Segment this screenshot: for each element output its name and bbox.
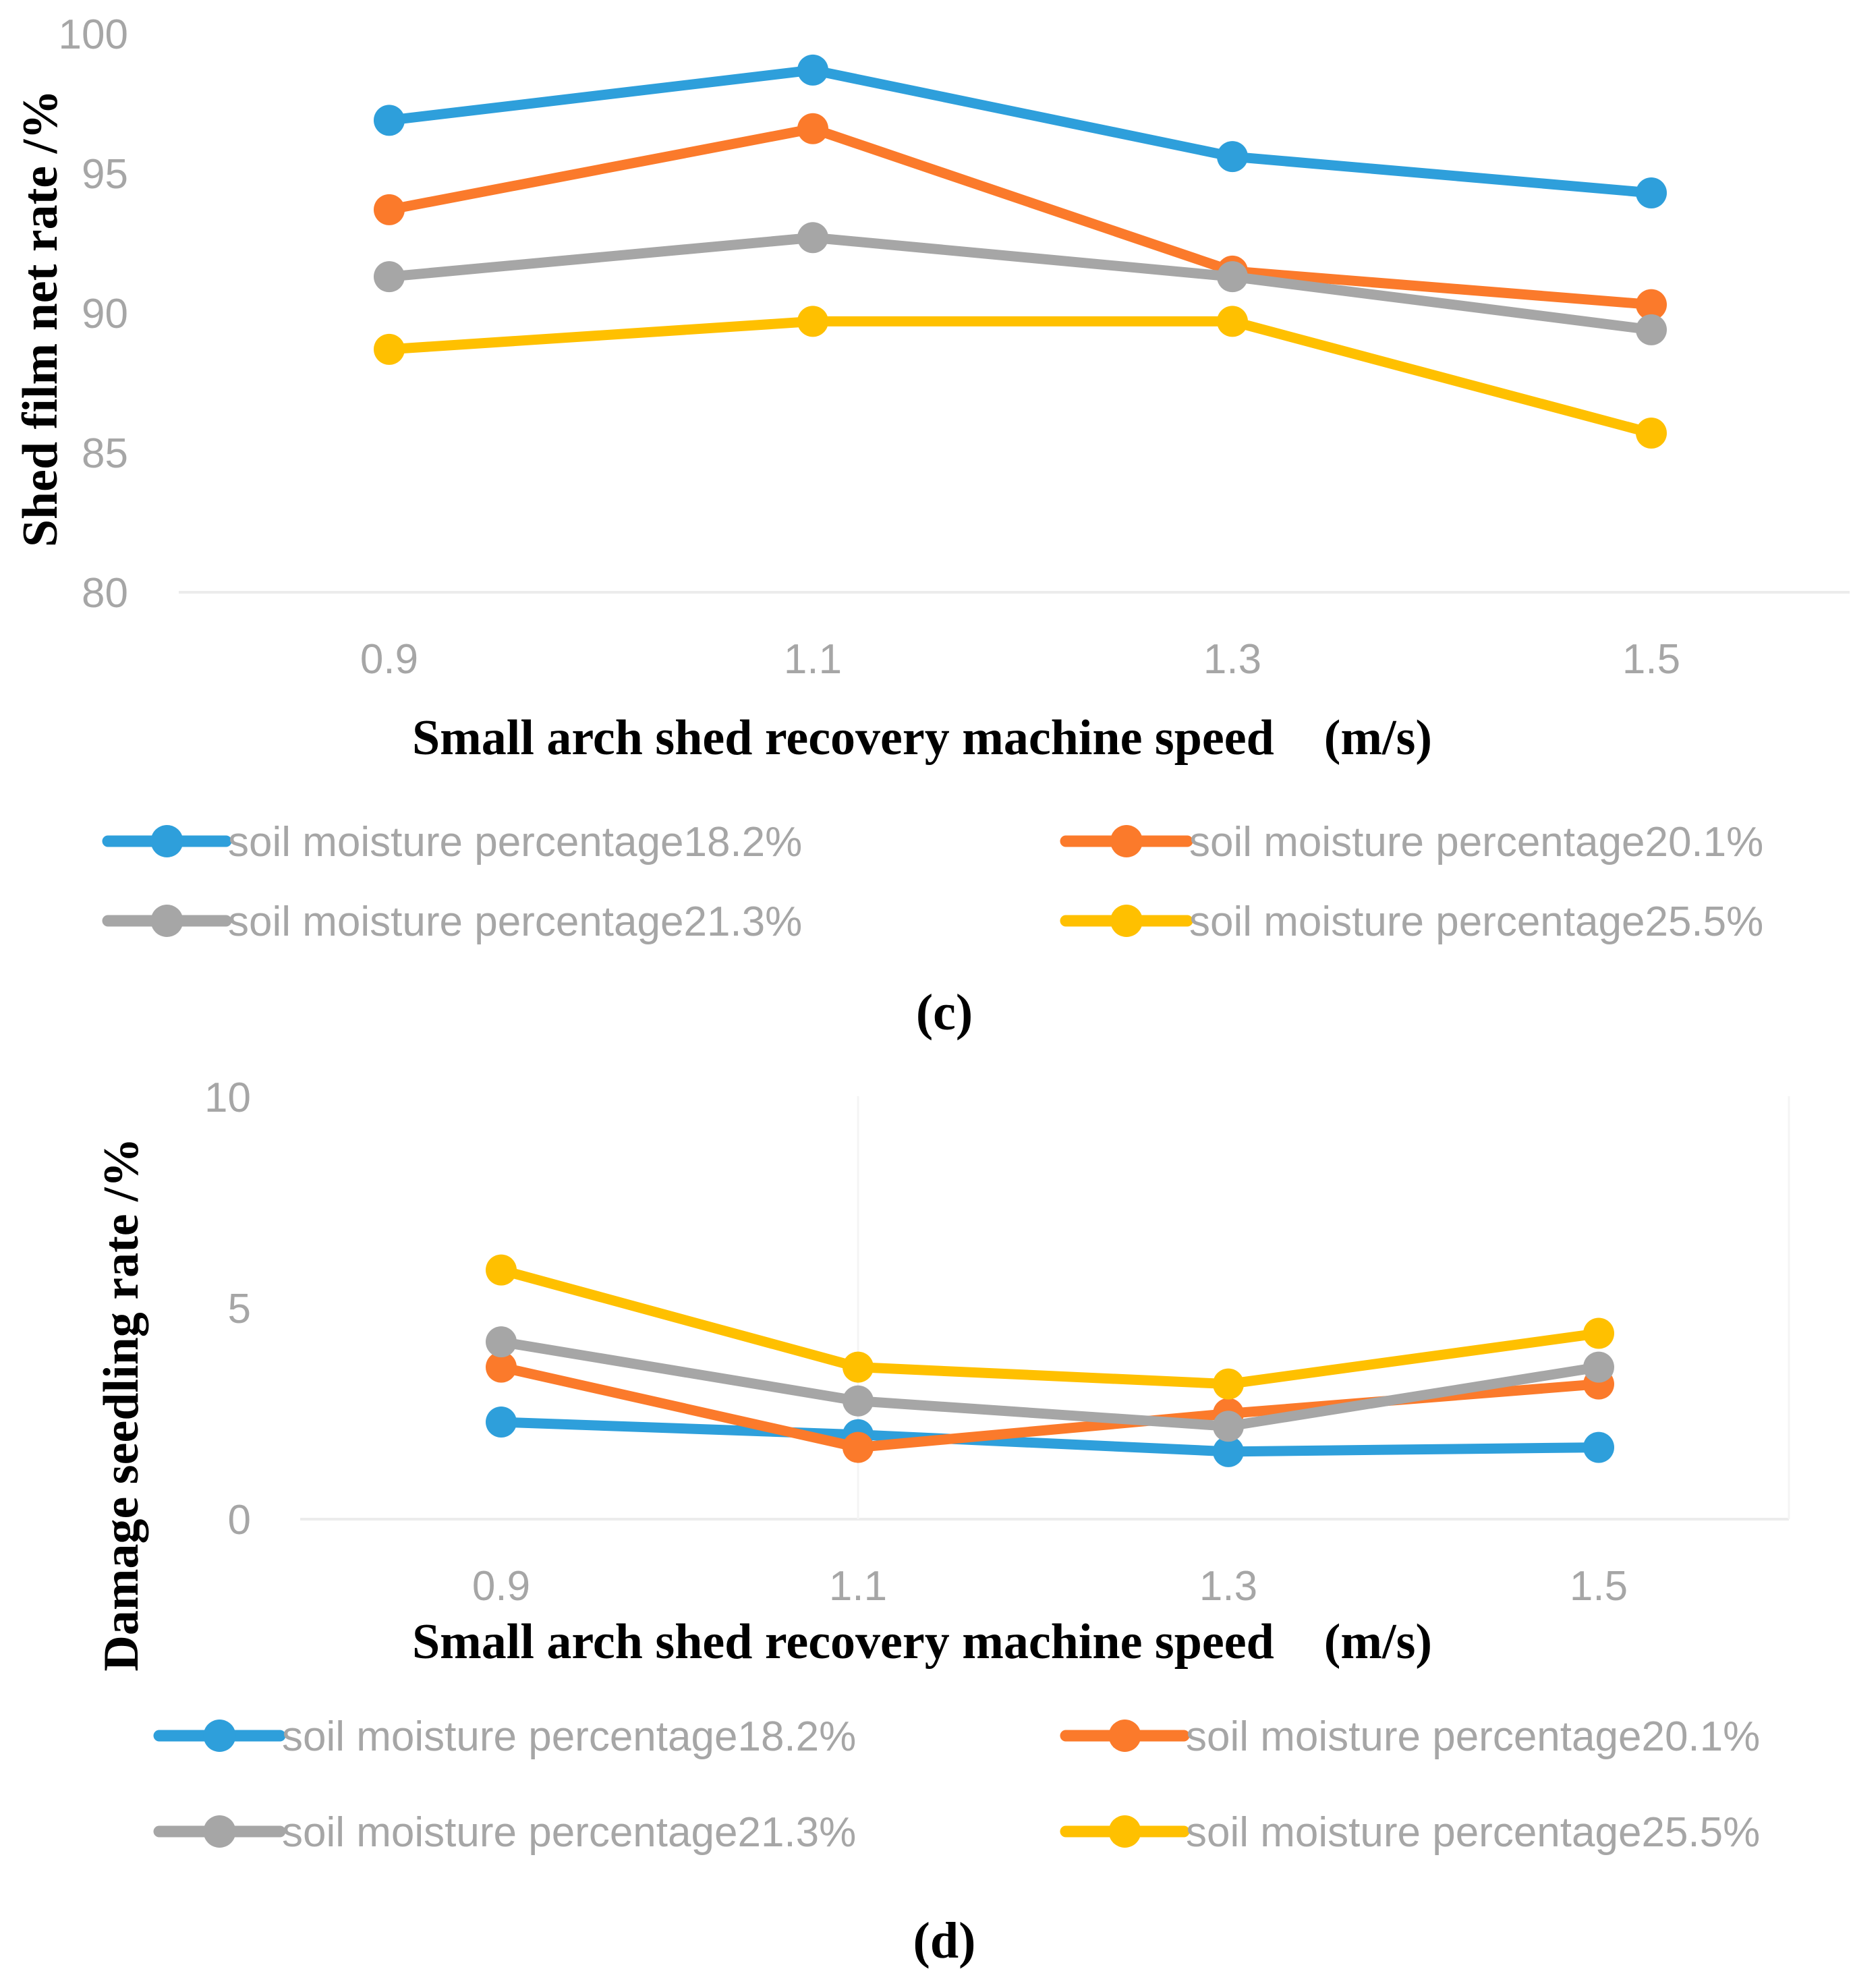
legend-item: soil moisture percentage25.5% <box>1060 1809 1760 1856</box>
x-tick-label: 1.1 <box>784 636 842 683</box>
chart-panel-c: 100 95 90 85 80 0.9 1.1 1.3 1.5 Shed film net r… <box>13 11 1850 1041</box>
legend-item: soil moisture percentage21.3% <box>153 1809 856 1856</box>
legend-swatch-marker <box>1110 825 1143 857</box>
y-tick-label: 90 <box>82 291 128 337</box>
legend-label: soil moisture percentage18.2% <box>228 819 802 865</box>
data-point <box>1636 314 1667 345</box>
data-point <box>1636 418 1667 449</box>
legend-item: soil moisture percentage21.3% <box>102 899 802 945</box>
legend-swatch-marker <box>203 1815 236 1848</box>
x-tick-label: 1.1 <box>829 1563 887 1610</box>
panel-label-c: (c) <box>916 984 973 1041</box>
series-line <box>496 1336 1604 1431</box>
x-axis-title-c: Small arch shed recovery machine speed (… <box>412 710 1432 766</box>
data-point <box>1217 141 1248 173</box>
data-point <box>486 1407 517 1438</box>
series-line <box>496 1417 1604 1457</box>
x-tick-label: 1.5 <box>1570 1563 1628 1610</box>
series-line <box>384 232 1657 335</box>
x-axis-title-d: Small arch shed recovery machine speed (… <box>412 1614 1432 1670</box>
data-point <box>797 54 828 86</box>
data-point <box>843 1351 874 1383</box>
data-point <box>1636 289 1667 320</box>
legend-swatch-marker <box>1108 1720 1141 1752</box>
panel-label-d: (d) <box>913 1912 976 1969</box>
series-line <box>384 316 1657 438</box>
data-point <box>486 1351 517 1383</box>
y-tick-label: 5 <box>228 1286 251 1332</box>
legend-item: soil moisture percentage18.2% <box>153 1713 856 1760</box>
data-point <box>1213 1368 1244 1400</box>
y-axis-title-c: Shed film net rate /% <box>13 90 68 547</box>
data-point <box>1217 261 1248 293</box>
data-point <box>797 222 828 254</box>
x-tick-label: 0.9 <box>360 636 418 683</box>
data-point <box>797 113 828 144</box>
y-tick-label: 0 <box>228 1497 251 1543</box>
legend-label: soil moisture percentage21.3% <box>282 1809 856 1856</box>
y-tick-label: 95 <box>82 151 128 198</box>
x-tick-label: 0.9 <box>472 1563 530 1610</box>
data-point <box>374 105 405 136</box>
legend-swatch-marker <box>150 825 183 857</box>
y-axis-title-d: Damage seedling rate /% <box>94 1137 149 1671</box>
y-tick-label: 100 <box>59 11 128 58</box>
data-point <box>1213 1436 1244 1467</box>
data-point <box>374 333 405 365</box>
data-point <box>374 261 405 293</box>
legend-item: soil moisture percentage20.1% <box>1060 1713 1760 1760</box>
x-tick-label: 1.3 <box>1203 636 1261 683</box>
legend-swatch-marker <box>1110 905 1143 937</box>
legend-item: soil moisture percentage25.5% <box>1060 899 1763 945</box>
series-line <box>384 123 1657 310</box>
legend-label: soil moisture percentage18.2% <box>282 1713 856 1760</box>
data-point <box>1583 1317 1614 1349</box>
data-point <box>843 1431 874 1463</box>
legend-swatch-marker <box>203 1720 236 1752</box>
data-point <box>843 1385 874 1417</box>
x-tick-label: 1.5 <box>1622 636 1680 683</box>
data-point <box>374 194 405 225</box>
legend-item: soil moisture percentage20.1% <box>1060 819 1763 865</box>
data-point <box>486 1254 517 1286</box>
data-point <box>1583 1431 1614 1463</box>
data-point <box>797 306 828 337</box>
legend-item: soil moisture percentage18.2% <box>102 819 802 865</box>
data-point <box>1636 177 1667 208</box>
legend-label: soil moisture percentage20.1% <box>1189 819 1763 865</box>
x-tick-label: 1.3 <box>1199 1563 1257 1610</box>
series-line <box>496 1265 1604 1390</box>
data-point <box>486 1326 517 1358</box>
data-point <box>1583 1351 1614 1383</box>
legend-label: soil moisture percentage25.5% <box>1189 899 1763 945</box>
y-tick-label: 10 <box>204 1075 251 1121</box>
legend-label: soil moisture percentage21.3% <box>228 899 802 945</box>
series-line <box>384 65 1657 198</box>
data-point <box>1213 1411 1244 1442</box>
legend-swatch-marker <box>1108 1815 1141 1848</box>
legend-label: soil moisture percentage25.5% <box>1186 1809 1760 1856</box>
legend-swatch-marker <box>150 905 183 937</box>
data-point <box>1217 306 1248 337</box>
legend-label: soil moisture percentage20.1% <box>1186 1713 1760 1760</box>
y-tick-label: 80 <box>82 570 128 617</box>
y-tick-label: 85 <box>82 430 128 477</box>
chart-panel-d: 10 5 0 0.9 1.1 1.3 1.5 Damage seedling rate /… <box>94 1075 1790 1969</box>
